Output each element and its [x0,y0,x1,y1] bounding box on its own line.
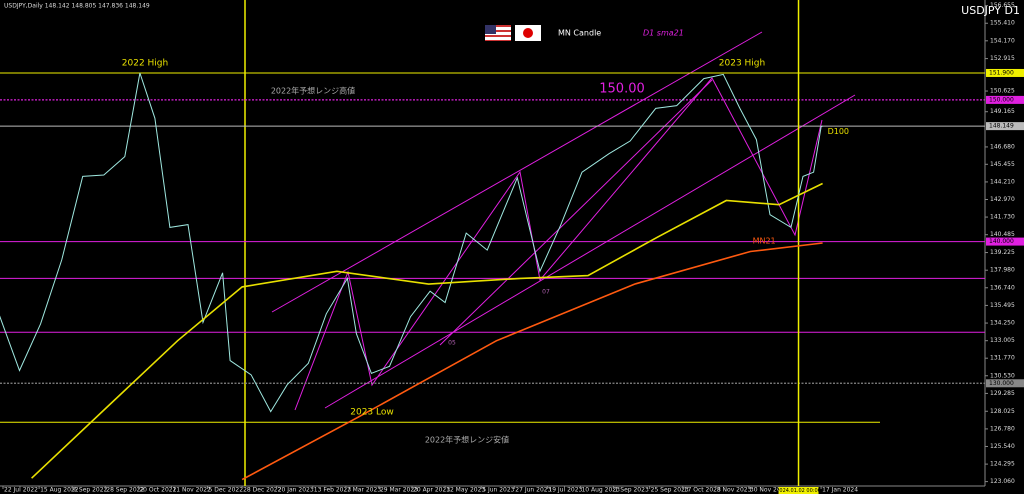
ma-line [31,182,823,479]
annotation: D1 sma21 [643,29,684,38]
annotation: 2023 Low [350,408,394,418]
y-tick-label: 131.770 [990,355,1015,362]
x-tick-label: 20 Apr 2023 [413,487,450,494]
level-label-box [986,237,1024,246]
y-tick-label: 142.970 [990,196,1015,203]
chart-info: USDJPY,Daily 148.142 148.805 147.836 148… [4,3,150,10]
level-label: 130.000 [989,380,1014,387]
x-tick-label: 7 Mar 2023 [347,487,381,494]
chart-title: USDJPY D1 [961,4,1020,17]
x-tick-label: 11 Nov 2022 [172,487,211,494]
level-label: 150.000 [989,96,1014,103]
level-label-box [986,95,1024,104]
y-tick-label: 154.170 [990,37,1015,44]
x-tick-label: 29 Mar 2023 [380,487,418,494]
y-tick-label: 156.655 [990,2,1015,9]
y-tick-label: 137.980 [990,267,1015,274]
y-tick-label: 135.495 [990,302,1015,309]
x-tick-label: 13 Feb 2023 [314,487,352,494]
annotation: 2022 High [122,59,168,69]
x-tick-label: 5 Dec 2022 [209,487,244,494]
y-tick-label: 134.250 [990,320,1015,327]
date-label: 2024.01.02 00:00 [776,488,821,494]
level-label-box [986,379,1024,388]
x-tick-label: 28 Dec 2022 [243,487,282,494]
y-tick-label: 145.455 [990,161,1015,168]
x-tick-label: 5 Jun 2023 [482,487,514,494]
y-tick-label: 150.625 [990,88,1015,95]
y-tick-label: 124.295 [990,461,1015,468]
y-tick-label: 149.165 [990,108,1015,115]
y-tick-label: 123.060 [990,478,1015,485]
y-tick-label: 126.780 [990,425,1015,432]
y-tick-label: 146.680 [990,143,1015,150]
level-label: 148.149 [989,123,1014,130]
level-label: 140.000 [989,238,1014,245]
y-tick-label: 128.025 [990,408,1015,415]
x-tick-label: 30 Nov 2023 [750,487,789,494]
y-tick-label: 129.285 [990,390,1015,397]
x-tick-label: 10 Aug 2023 [581,487,620,494]
x-tick-label: 25 Sep 2023 [651,487,689,494]
x-tick-label: 22 Jul 2022 [4,487,38,494]
x-tick-label: 12 May 2023 [446,487,485,494]
x-tick-label: 15 Aug 2022 [40,487,79,494]
x-tick-label: 17 Jan 2024 [822,487,858,494]
y-tick-label: 133.005 [990,337,1015,344]
flags [485,25,541,41]
y-tick-label: 144.210 [990,178,1015,185]
series-label: MN21 [753,237,776,246]
annotation: 2023 High [719,59,765,69]
x-tick-label: 19 Jul 2023 [548,487,582,494]
level-label: 151.900 [989,69,1014,76]
date-label-box [778,487,819,494]
x-tick-label: 17 Oct 2023 [684,487,721,494]
x-tick-label: 20 Oct 2022 [139,487,176,494]
trendlines [271,31,856,411]
y-tick-label: 136.740 [990,284,1015,291]
annotation: 150.00 [599,82,645,97]
x-tick-label: 27 Jun 2023 [515,487,551,494]
x-tick-label: 8 Nov 2023 [717,487,752,494]
price-line [0,72,823,413]
level-label-box [986,122,1024,131]
y-tick-label: 139.225 [990,249,1015,256]
annotation: 2022年予想レンジ安値 [425,435,509,445]
y-tick-label: 155.410 [990,20,1015,27]
y-tick-label: 141.730 [990,214,1015,221]
y-tick-label: 152.915 [990,55,1015,62]
x-tick-label: 1 Sep 2023 [615,487,649,494]
annotation: 05 [448,340,456,347]
annotation: 2022年予想レンジ高値 [271,86,355,96]
x-tick-label: 20 Jan 2023 [278,487,314,494]
ma-line [241,242,823,481]
annotation: MN Candle [558,29,601,38]
x-tick-label: 6 Sep 2022 [73,487,107,494]
series-label: D100 [828,127,849,136]
y-tick-label: 130.530 [990,372,1015,379]
y-tick-label: 140.485 [990,231,1015,238]
y-tick-label: 125.540 [990,443,1015,450]
level-label-box [986,68,1024,77]
x-tick-label: 28 Sep 2022 [106,487,144,494]
annotation: 07 [542,289,550,296]
